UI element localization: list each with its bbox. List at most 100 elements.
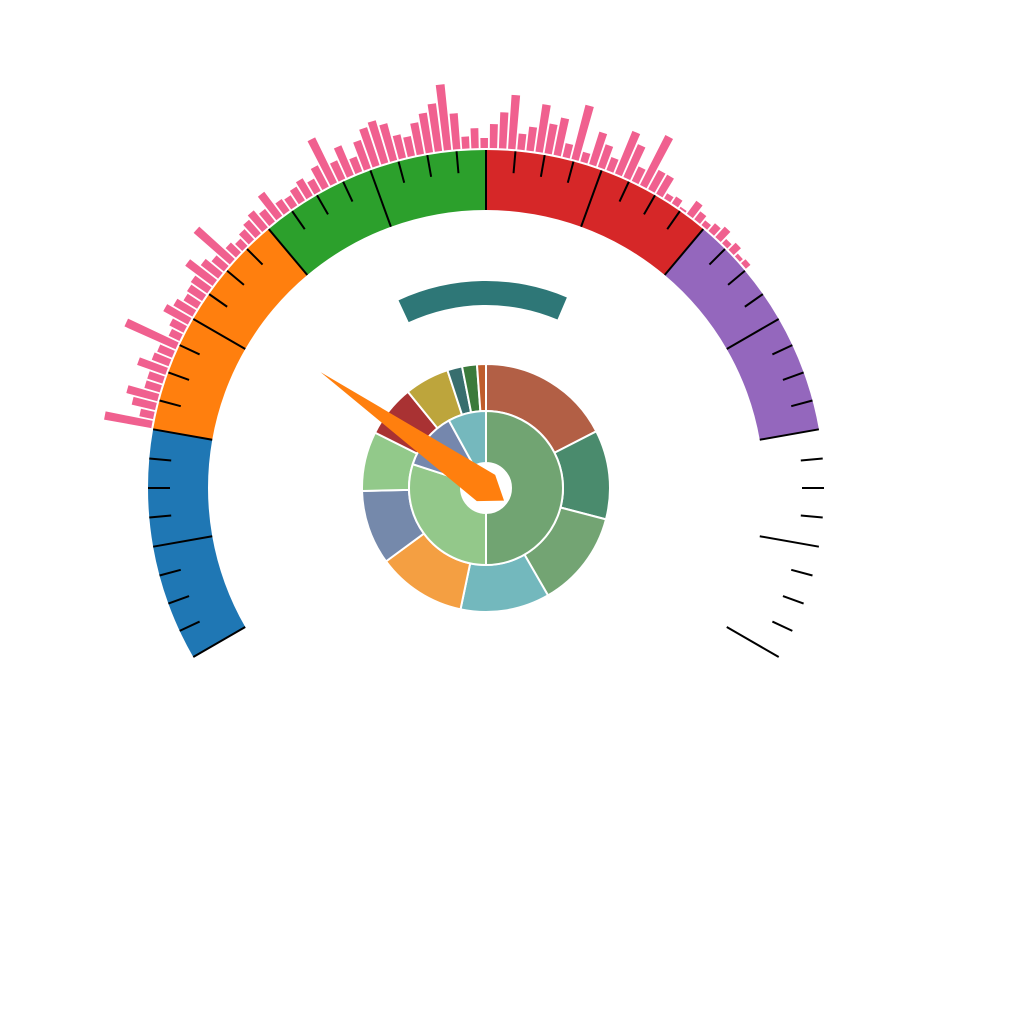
major-tick	[192, 318, 246, 350]
minor-tick	[168, 371, 190, 381]
radial-bar	[671, 196, 683, 208]
radial-bar	[606, 156, 619, 173]
radial-bar	[329, 160, 346, 182]
minor-tick	[149, 514, 172, 519]
radial-bar	[553, 117, 570, 157]
radial-bar	[187, 284, 207, 302]
radial-bar	[480, 138, 488, 149]
radial-bar	[701, 220, 712, 230]
radial-bar	[124, 318, 179, 350]
radial-bar	[734, 253, 743, 262]
radial-bar	[679, 206, 687, 213]
minor-tick	[512, 151, 517, 174]
major-tick	[580, 170, 603, 228]
radial-bar	[715, 226, 731, 243]
radial-bar	[307, 137, 338, 186]
radial-bar	[656, 174, 674, 198]
gauge-ticks	[148, 150, 824, 658]
needle-group	[320, 372, 505, 502]
radial-bar	[295, 178, 313, 200]
radial-bar	[367, 120, 389, 165]
radial-bar	[238, 229, 255, 245]
major-tick	[152, 535, 213, 548]
needle	[320, 372, 505, 502]
gauge-bands	[147, 150, 819, 657]
radial-bar	[259, 208, 275, 227]
minor-tick	[291, 210, 306, 230]
minor-tick	[179, 620, 201, 632]
radial-bar	[190, 275, 212, 294]
minor-tick	[539, 154, 546, 177]
radial-bar	[137, 357, 168, 375]
major-tick	[726, 318, 780, 350]
minor-tick	[159, 399, 182, 408]
radial-bar	[508, 94, 521, 150]
radial-bar	[562, 143, 574, 159]
minor-tick	[168, 595, 190, 605]
minor-tick	[179, 344, 201, 356]
radial-bar	[728, 242, 741, 256]
progress-arc	[398, 281, 567, 323]
radial-bar	[144, 380, 162, 393]
radial-bar	[275, 198, 290, 215]
gauge-band-blue	[147, 429, 246, 657]
radial-bar	[664, 193, 674, 203]
minor-tick	[566, 161, 575, 184]
minor-tick	[159, 568, 182, 577]
radial-bar	[640, 134, 674, 189]
radial-bar	[614, 130, 641, 177]
radial-bar	[289, 186, 305, 205]
radial-bar	[708, 223, 721, 236]
radial-bar	[694, 211, 707, 224]
major-tick	[759, 535, 820, 548]
minor-tick	[618, 181, 630, 203]
radial-bar	[151, 352, 172, 367]
radial-bar	[379, 123, 398, 162]
radial-bar	[392, 134, 407, 160]
radial-bar	[470, 128, 479, 149]
radial-bar	[741, 259, 751, 269]
radial-bar	[517, 133, 527, 151]
radial-bar	[526, 126, 538, 152]
radial-bar	[163, 304, 192, 325]
radial-bar	[435, 84, 452, 151]
sunburst-inner-slice	[408, 462, 487, 567]
radial-bar	[247, 210, 268, 233]
radial-bar	[193, 226, 235, 265]
major-tick	[759, 428, 820, 441]
radial-bar	[449, 113, 461, 150]
radial-bar	[648, 169, 666, 193]
radial-bar	[243, 219, 261, 239]
major-tick	[663, 228, 705, 276]
minor-tick	[397, 161, 406, 184]
radial-bar	[571, 104, 594, 161]
radial-bar	[498, 112, 509, 149]
radial-bar	[183, 293, 202, 309]
radial-bar-series	[104, 84, 751, 429]
minor-tick	[800, 514, 823, 519]
minor-tick	[149, 457, 172, 462]
major-tick	[152, 428, 213, 441]
radial-bar	[686, 200, 703, 219]
radial-bar	[418, 112, 434, 154]
radial-bar	[173, 298, 197, 317]
radial-bar	[257, 191, 283, 221]
minor-tick	[771, 620, 793, 632]
radial-bar	[623, 144, 646, 181]
minor-tick	[208, 293, 228, 308]
minor-tick	[782, 595, 804, 605]
radial-bar	[169, 318, 187, 333]
minor-tick	[727, 269, 746, 286]
radial-bar	[157, 344, 175, 358]
minor-tick	[455, 151, 460, 174]
minor-tick	[800, 457, 823, 462]
sunburst	[361, 362, 611, 613]
minor-tick	[643, 194, 656, 215]
minor-tick	[744, 293, 764, 308]
radial-bar	[359, 127, 380, 168]
minor-tick	[246, 248, 264, 266]
radial-bar	[589, 131, 608, 167]
radial-bar	[139, 408, 155, 420]
minor-tick	[426, 154, 433, 177]
